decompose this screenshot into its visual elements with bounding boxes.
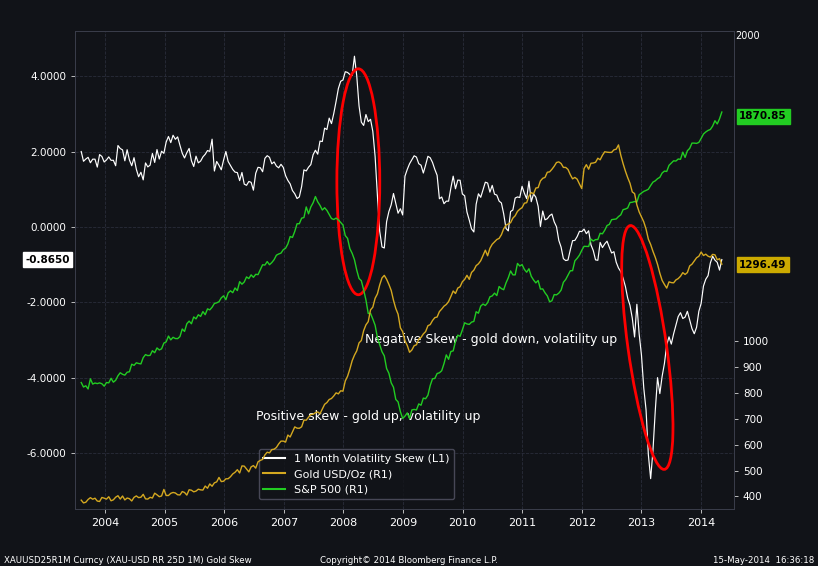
Text: 2000: 2000 (735, 31, 760, 41)
Text: -0.8650: -0.8650 (25, 255, 70, 264)
Text: Copyright© 2014 Bloomberg Finance L.P.: Copyright© 2014 Bloomberg Finance L.P. (320, 556, 498, 565)
Text: Negative Skew - gold down, volatility up: Negative Skew - gold down, volatility up (365, 333, 617, 346)
Text: 1870.85: 1870.85 (739, 112, 787, 121)
Text: XAUUSD25R1M Curncy (XAU-USD RR 25D 1M) Gold Skew: XAUUSD25R1M Curncy (XAU-USD RR 25D 1M) G… (4, 556, 252, 565)
Text: 1296.49: 1296.49 (739, 260, 787, 270)
Legend: 1 Month Volatility Skew (L1), Gold USD/Oz (R1), S&P 500 (R1): 1 Month Volatility Skew (L1), Gold USD/O… (258, 449, 454, 499)
Text: Positive skew - gold up, volatility up: Positive skew - gold up, volatility up (256, 410, 481, 423)
Text: 15-May-2014  16:36:18: 15-May-2014 16:36:18 (712, 556, 814, 565)
